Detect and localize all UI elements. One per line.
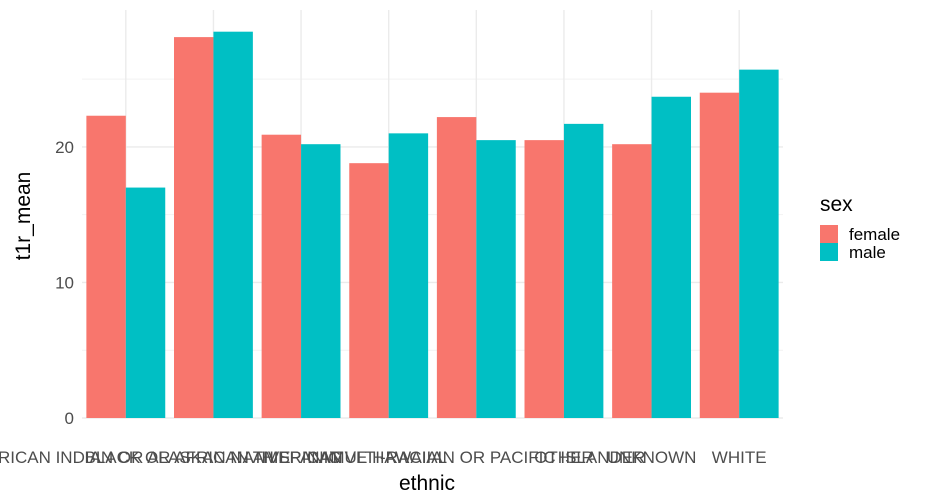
bar-female [349,163,389,418]
legend-key-female [820,225,838,243]
legend-label-male: male [849,243,886,262]
legend-label-female: female [849,225,900,244]
y-tick-label: 20 [55,138,74,157]
bar-male [739,69,779,418]
bar-male [388,133,429,419]
bar-male [213,31,253,418]
y-axis-title: t1r_mean [12,172,35,261]
x-tick-label: UNKNOWN [607,448,697,467]
x-tick-label: HISPANIC [262,448,341,467]
bar-male [301,144,341,418]
bars [86,31,779,419]
legend-key-male [820,243,838,261]
bar-female [612,144,652,418]
x-tick-label: OTHER [534,448,594,467]
bar-female [699,92,740,418]
y-axis-ticks: 0 10 20 [55,138,74,428]
x-tick-label: AMERICAN INDIAN OR ALASKAN NATIVE [0,448,291,467]
bar-male [476,140,516,418]
bar-female [174,37,214,419]
bar-male [125,187,166,418]
x-tick-label: NATIVE HAWAIIAN OR PACIFIC ISLANDER [307,448,645,467]
x-axis-title: ethnic [399,472,455,495]
bar-female [436,117,477,418]
bar-female [524,140,564,418]
x-tick-label: MULTI-RACIAL [330,448,447,467]
y-tick-label: 0 [65,409,74,428]
legend-title: sex [820,193,853,216]
x-tick-label: WHITE [712,448,767,467]
y-tick-label: 10 [55,273,74,292]
x-tick-label: BLACK OR AFRICAN AMERICAN [84,448,342,467]
bar-female [261,134,302,418]
bar-female [86,115,126,419]
bar-male [563,123,604,418]
bar-male [651,96,691,419]
